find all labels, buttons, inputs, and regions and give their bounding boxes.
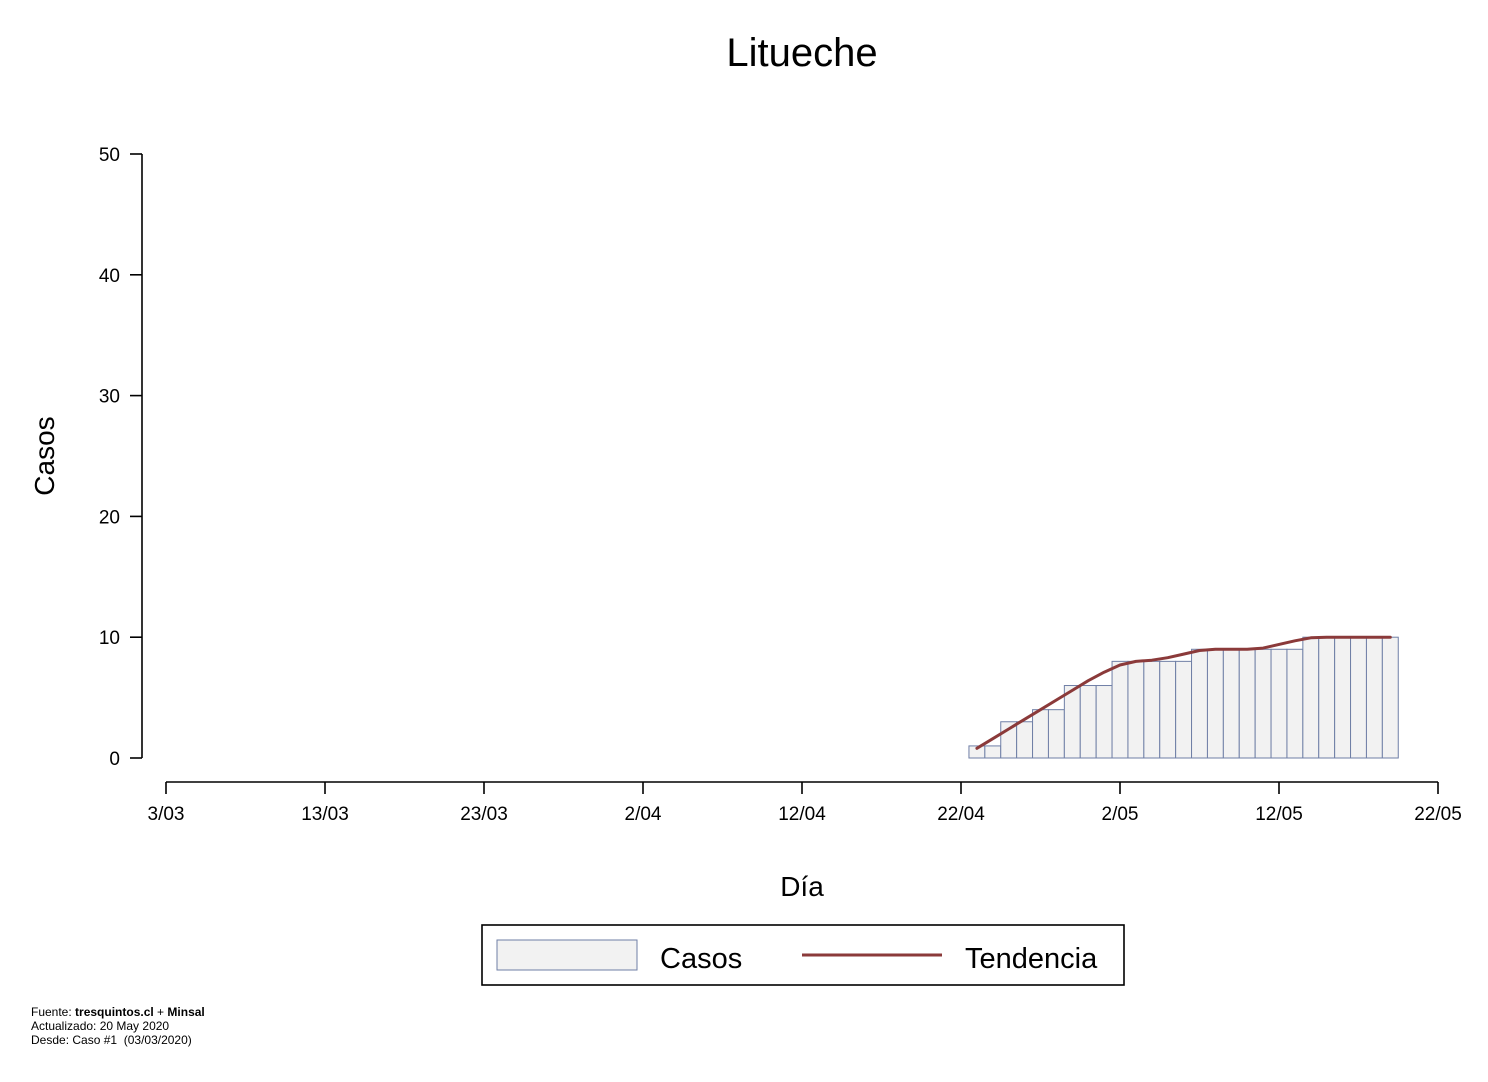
bar [1334, 636, 1352, 759]
x-tick-label: 3/03 [148, 804, 185, 825]
y-tick-label: 40 [99, 266, 120, 287]
bar [1254, 648, 1272, 759]
x-axis-ticks: 3/03 13/03 23/03 2/04 12/04 22/04 2/05 12/05 22/… [148, 782, 1462, 825]
bar [1095, 685, 1113, 759]
x-tick-label: 12/04 [778, 804, 826, 825]
legend-swatch-casos [496, 939, 638, 971]
bar [1047, 709, 1065, 759]
bar [1032, 709, 1049, 759]
bar [1222, 648, 1240, 759]
source-minsal: Minsal [167, 1005, 205, 1019]
y-axis-ticks: 0 10 20 30 40 50 [99, 145, 142, 770]
bar [1365, 636, 1383, 759]
bar [1143, 660, 1161, 759]
bar [1381, 636, 1399, 759]
bar [1318, 636, 1336, 759]
legend-label-casos: Casos [660, 943, 742, 975]
x-tick-label: 13/03 [301, 804, 349, 825]
y-tick-label: 0 [109, 749, 120, 770]
bar [1270, 648, 1288, 759]
bar [1350, 636, 1367, 759]
trend-line-tendencia [975, 635, 1392, 750]
footer-source: Fuente: tresquintos.cl + Minsal [31, 1005, 205, 1019]
y-tick-label: 50 [99, 145, 120, 166]
legend: Casos Tendencia [481, 924, 1125, 986]
y-tick-label: 30 [99, 387, 120, 408]
legend-label-tendencia: Tendencia [965, 943, 1098, 975]
bar [984, 745, 1002, 759]
bar [1016, 721, 1034, 759]
footer-updated: Actualizado: 20 May 2020 [31, 1019, 170, 1033]
x-tick-label: 22/05 [1414, 804, 1462, 825]
x-tick-label: 22/04 [937, 804, 985, 825]
y-axis-label: Casos [29, 416, 60, 495]
y-tick-label: 10 [99, 628, 120, 649]
bar [1159, 660, 1177, 759]
x-tick-label: 23/03 [460, 804, 508, 825]
bar [1238, 648, 1256, 759]
bar [1206, 648, 1224, 759]
x-tick-label: 2/05 [1102, 804, 1139, 825]
bar [1111, 660, 1129, 759]
footer: Fuente: tresquintos.cl + Minsal Actualiz… [31, 1005, 205, 1047]
bar-series-casos [968, 636, 1399, 759]
bar [1063, 685, 1081, 759]
source-site: tresquintos.cl [75, 1005, 154, 1019]
bar [1302, 636, 1320, 759]
footer-since: Desde: Caso #1 (03/03/2020) [31, 1033, 192, 1047]
bar [1175, 660, 1193, 759]
bar [1079, 685, 1097, 759]
bar [1286, 648, 1304, 759]
y-tick-label: 20 [99, 507, 120, 528]
chart-title: Litueche [726, 31, 877, 75]
x-axis-label: Día [780, 871, 824, 902]
bar [1127, 660, 1145, 759]
x-tick-label: 2/04 [625, 804, 662, 825]
x-tick-label: 12/05 [1255, 804, 1303, 825]
bar [1191, 648, 1208, 759]
